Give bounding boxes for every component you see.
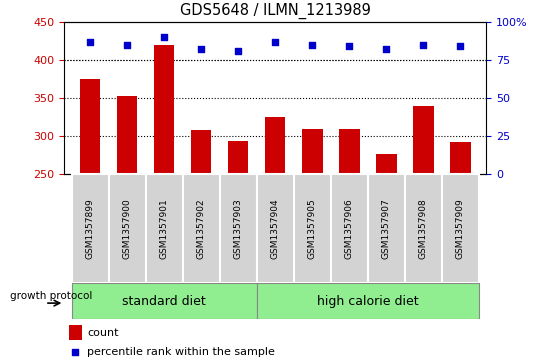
Text: GSM1357901: GSM1357901: [160, 198, 169, 259]
Text: GSM1357907: GSM1357907: [382, 198, 391, 259]
Bar: [450, 142, 471, 174]
Point: [382, 46, 391, 52]
Bar: [368, 174, 405, 283]
Point: [70, 349, 79, 355]
Text: count: count: [88, 327, 119, 338]
Text: GSM1357904: GSM1357904: [271, 198, 280, 259]
Text: high calorie diet: high calorie diet: [317, 295, 419, 308]
Bar: [72, 174, 108, 283]
Bar: [220, 174, 257, 283]
Point: [234, 48, 243, 54]
Bar: [228, 142, 248, 174]
Point: [345, 43, 354, 49]
Point: [86, 39, 94, 45]
Text: percentile rank within the sample: percentile rank within the sample: [88, 347, 276, 357]
Bar: [302, 129, 323, 174]
Text: GSM1357903: GSM1357903: [234, 198, 243, 259]
Text: growth protocol: growth protocol: [10, 291, 92, 301]
Point: [160, 34, 169, 40]
Text: GSM1357899: GSM1357899: [86, 198, 94, 259]
Bar: [339, 129, 359, 174]
Bar: [413, 106, 434, 174]
Bar: [191, 130, 211, 174]
Bar: [80, 79, 101, 174]
Bar: [154, 45, 174, 174]
Text: GSM1357909: GSM1357909: [456, 198, 465, 259]
Bar: [376, 154, 396, 174]
Bar: [117, 97, 138, 174]
Bar: [146, 174, 183, 283]
Point: [197, 46, 206, 52]
Text: GSM1357902: GSM1357902: [197, 198, 206, 259]
Point: [123, 42, 132, 48]
Bar: [257, 174, 294, 283]
Point: [456, 43, 465, 49]
Point: [419, 42, 428, 48]
Bar: [108, 174, 146, 283]
Bar: [331, 174, 368, 283]
Point: [271, 39, 280, 45]
Bar: [72, 283, 257, 319]
Bar: [442, 174, 479, 283]
Text: GSM1357900: GSM1357900: [123, 198, 132, 259]
Bar: [183, 174, 220, 283]
Text: GSM1357908: GSM1357908: [419, 198, 428, 259]
Bar: [294, 174, 331, 283]
Point: [308, 42, 317, 48]
Bar: [257, 283, 479, 319]
Text: GSM1357906: GSM1357906: [345, 198, 354, 259]
Bar: [69, 325, 82, 340]
Text: standard diet: standard diet: [122, 295, 206, 308]
Bar: [265, 117, 286, 174]
Text: GSM1357905: GSM1357905: [308, 198, 317, 259]
Bar: [405, 174, 442, 283]
Title: GDS5648 / ILMN_1213989: GDS5648 / ILMN_1213989: [180, 3, 371, 19]
